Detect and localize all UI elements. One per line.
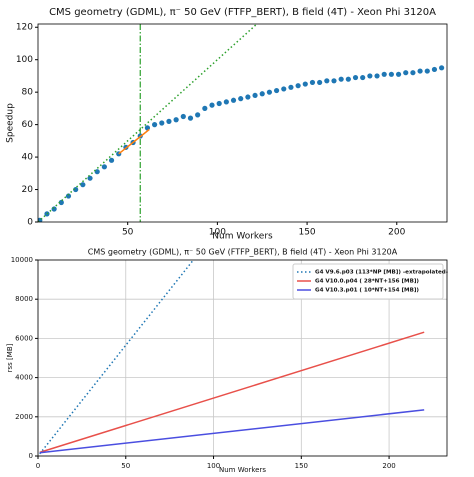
x-tick-label: 0 [36, 462, 40, 470]
data-point [94, 169, 100, 175]
data-point [245, 94, 251, 100]
data-point [259, 91, 265, 97]
y-tick-label: 4000 [15, 374, 33, 382]
data-point [395, 71, 402, 77]
x-tick-label: 50 [122, 228, 134, 238]
axes-frame [37, 23, 448, 223]
x-axis-label: Num Workers [212, 232, 273, 242]
y-axis-label: Speedup [6, 103, 16, 143]
data-point [381, 71, 387, 77]
data-point [252, 92, 258, 99]
data-point [288, 84, 294, 90]
data-point [374, 73, 380, 79]
data-point [202, 105, 208, 111]
x-tick-label: 100 [207, 462, 220, 470]
y-tick-label: 20 [22, 185, 34, 195]
data-point [273, 87, 280, 94]
series-line [39, 409, 425, 454]
data-point [266, 89, 273, 95]
data-point [410, 70, 416, 76]
data-point [309, 79, 316, 86]
data-point [65, 193, 72, 199]
data-point [417, 68, 423, 74]
x-tick-label: 50 [121, 462, 130, 470]
data-point [331, 78, 337, 84]
x-axis-label: Num Workers [219, 466, 266, 474]
data-point [87, 175, 93, 181]
data-point [439, 65, 445, 71]
y-tick-label: 40 [22, 153, 34, 163]
y-tick-label: 6000 [15, 334, 33, 342]
data-point [345, 76, 351, 82]
data-point [180, 113, 186, 120]
y-tick-label: 0 [27, 218, 33, 228]
data-point [281, 86, 287, 92]
y-axis-label: rss [MB] [6, 343, 14, 372]
data-point [58, 199, 64, 206]
data-point [338, 76, 344, 82]
y-tick-label: 2000 [15, 413, 33, 421]
data-point [238, 96, 244, 102]
data-point [431, 66, 438, 73]
data-point [388, 71, 394, 77]
data-point [159, 120, 165, 126]
legend-label: G4 V10.3.p01 ( 10*NT+154 [MB]) [315, 288, 419, 294]
series-line [39, 260, 194, 455]
data-point [223, 99, 229, 105]
data-point [367, 73, 373, 79]
data-point [152, 122, 158, 128]
legend-label: G4 V9.6.p03 (113*NP [MB]) -extrapolated- [315, 270, 449, 276]
chart-title: CMS geometry (GDML), π⁻ 50 GeV (FTFP_BER… [88, 248, 398, 257]
data-point [108, 157, 115, 163]
y-tick-label: 80 [22, 88, 34, 98]
data-point [73, 186, 79, 193]
data-point [195, 112, 201, 118]
data-point [209, 102, 215, 108]
data-point [187, 115, 194, 121]
series-line [118, 128, 150, 155]
plot-area [39, 260, 425, 455]
data-point [352, 74, 359, 81]
series-line [39, 331, 425, 454]
data-point [216, 100, 222, 107]
y-tick-label: 60 [22, 120, 34, 130]
series-line [38, 24, 258, 222]
x-tick-label: 200 [388, 228, 405, 238]
x-tick-label: 100 [209, 228, 226, 238]
y-tick-label: 120 [16, 23, 33, 33]
axes-frame [37, 259, 448, 457]
legend-label: G4 V10.0.p04 ( 28*NT+156 [MB]) [315, 279, 419, 285]
data-point [317, 79, 323, 86]
data-point [360, 74, 366, 81]
data-point [80, 182, 86, 188]
data-point [51, 206, 57, 212]
y-tick-label: 0 [29, 452, 33, 460]
plot-area [38, 24, 445, 222]
data-point [424, 68, 430, 74]
y-tick-label: 100 [16, 55, 33, 65]
data-point [166, 118, 172, 124]
data-point [324, 78, 330, 84]
data-point [403, 70, 409, 76]
legend-box [292, 263, 444, 300]
data-point [173, 117, 179, 123]
y-tick-label: 10000 [11, 256, 33, 264]
data-point [101, 164, 107, 170]
x-tick-label: 150 [295, 462, 308, 470]
x-tick-label: 200 [382, 462, 395, 470]
data-point [230, 97, 237, 103]
data-point [295, 83, 301, 89]
data-point [302, 81, 308, 87]
y-tick-label: 8000 [15, 295, 33, 303]
chart-title: CMS geometry (GDML), π⁻ 50 GeV (FTFP_BER… [49, 7, 436, 18]
x-tick-label: 150 [298, 228, 315, 238]
